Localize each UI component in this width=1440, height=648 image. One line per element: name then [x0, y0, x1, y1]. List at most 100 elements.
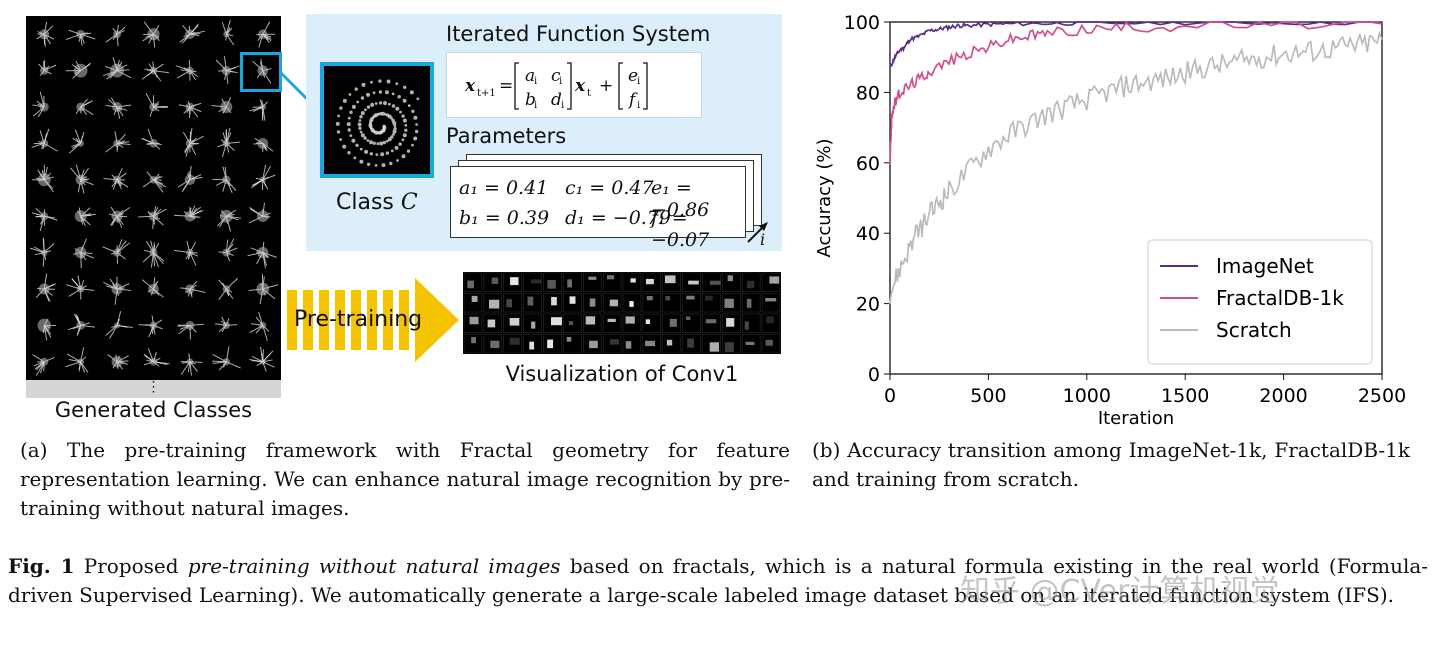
conv-filter — [742, 272, 761, 292]
svg-text:a: a — [525, 66, 535, 86]
fractal-thumbnail — [66, 275, 95, 300]
legend — [1147, 239, 1373, 365]
figure-caption-italic: pre-training without natural images — [187, 554, 561, 578]
generated-classes-label: Generated Classes — [54, 398, 253, 422]
conv-filter — [563, 313, 582, 333]
svg-text:x: x — [464, 76, 476, 96]
fractal-thumbnail — [217, 209, 242, 232]
panel-a-caption: (a) The pre-training framework with Frac… — [20, 438, 790, 520]
fractal-thumbnail — [38, 60, 57, 77]
fractal-thumbnail — [145, 93, 168, 117]
svg-text:x: x — [574, 76, 586, 96]
conv-filter — [622, 334, 642, 354]
conv-filter — [463, 272, 483, 292]
conv-filter — [761, 313, 781, 333]
fractal-thumbnail — [249, 312, 270, 341]
param-e: e₁ = −0.86 — [651, 177, 710, 221]
conv-filter — [642, 313, 661, 333]
fractal-thumbnail — [215, 56, 240, 84]
y-tick-label: 60 — [856, 153, 880, 175]
legend-label: FractalDB-1k — [1216, 286, 1344, 310]
conv1-filters — [463, 272, 781, 354]
series-line-scratch — [889, 30, 1383, 305]
ifs-title: Iterated Function System — [446, 22, 711, 46]
fractal-thumbnail — [102, 57, 132, 80]
fractal-thumbnail — [214, 316, 238, 332]
conv-filter — [682, 293, 701, 313]
conv-filter — [503, 334, 522, 354]
conv-filter — [722, 272, 741, 292]
svg-text:i: i — [561, 100, 564, 111]
legend-label: ImageNet — [1216, 254, 1314, 278]
fractal-thumbnail — [179, 23, 205, 44]
y-tick-label: 100 — [844, 12, 880, 34]
fractal-thumbnail — [175, 60, 199, 81]
conv-filter — [702, 293, 721, 313]
fractal-thumbnail — [177, 320, 204, 340]
conv-filter — [523, 313, 542, 333]
conv-filter — [563, 272, 582, 292]
param-f: f₁ = −0.07 — [651, 207, 710, 251]
fractal-thumbnail — [65, 347, 89, 373]
fractal-thumbnail — [65, 29, 96, 46]
param-c: c₁ = 0.47 — [565, 177, 654, 199]
conv-filter — [642, 272, 661, 292]
conv-filter — [622, 272, 642, 292]
fractal-thumbnails — [29, 19, 279, 376]
fractal-thumbnail — [142, 171, 167, 193]
pretraining-arrow-icon — [287, 278, 459, 362]
param-a: a₁ = 0.41 — [459, 177, 549, 199]
conv-filter — [702, 334, 721, 354]
svg-text:d: d — [551, 90, 562, 110]
fractal-thumbnail — [75, 98, 94, 116]
conv-filter — [742, 334, 761, 354]
fractal-thumbnail — [253, 137, 274, 152]
figure-caption: Fig. 1 Proposed pre-training without nat… — [8, 552, 1428, 610]
fractal-thumbnail — [137, 205, 167, 230]
fractal-thumbnail — [31, 164, 54, 193]
x-tick-label: 2500 — [1358, 385, 1406, 407]
fractal-thumbnail — [218, 277, 239, 301]
plot-frame — [889, 21, 1383, 375]
fractal-thumbnail — [248, 273, 279, 305]
conv-filter — [523, 293, 542, 313]
x-axis-label: Iteration — [1098, 408, 1174, 429]
x-tick-label: 0 — [884, 385, 896, 407]
conv-filter — [463, 313, 483, 333]
panel-b-caption: (b) Accuracy transition among ImageNet-1… — [812, 438, 1410, 491]
param-d: d₁ = −0.79 — [565, 207, 672, 229]
fractal-thumbnail — [69, 164, 94, 194]
conv-filter — [523, 272, 542, 292]
svg-text:+: + — [599, 76, 613, 96]
conv-filter — [583, 313, 602, 333]
conv-filter — [642, 334, 661, 354]
fractal-thumbnail — [180, 280, 206, 298]
conv-filter — [702, 313, 721, 333]
series-line-fractaldb-1k — [889, 20, 1383, 165]
spiral-fractal-icon — [335, 79, 420, 168]
fractal-thumbnail — [65, 60, 92, 79]
conv-filter — [602, 313, 622, 333]
fractal-thumbnail — [249, 99, 268, 121]
conv-filter — [722, 313, 741, 333]
conv-filter — [662, 334, 681, 354]
conv-filter — [602, 293, 622, 313]
fractal-thumbnail — [218, 238, 238, 262]
fractal-thumbnail — [105, 24, 126, 47]
conv-filter — [543, 272, 562, 292]
conv-filter — [662, 313, 681, 333]
fractal-thumbnail — [212, 166, 237, 194]
conv-filter — [682, 272, 701, 292]
svg-text:i: i — [534, 76, 537, 87]
fractal-thumbnail — [247, 241, 277, 269]
stack-index: i — [760, 230, 766, 249]
pretraining-label: Pre-training — [294, 307, 423, 332]
conv-filter — [722, 293, 741, 313]
generated-classes-grid — [26, 16, 281, 380]
param-b: b₁ = 0.39 — [459, 207, 550, 229]
fractal-thumbnail — [103, 276, 132, 305]
fractal-thumbnail — [108, 206, 131, 228]
conv-filter — [503, 313, 522, 333]
fractal-thumbnail — [178, 100, 202, 118]
